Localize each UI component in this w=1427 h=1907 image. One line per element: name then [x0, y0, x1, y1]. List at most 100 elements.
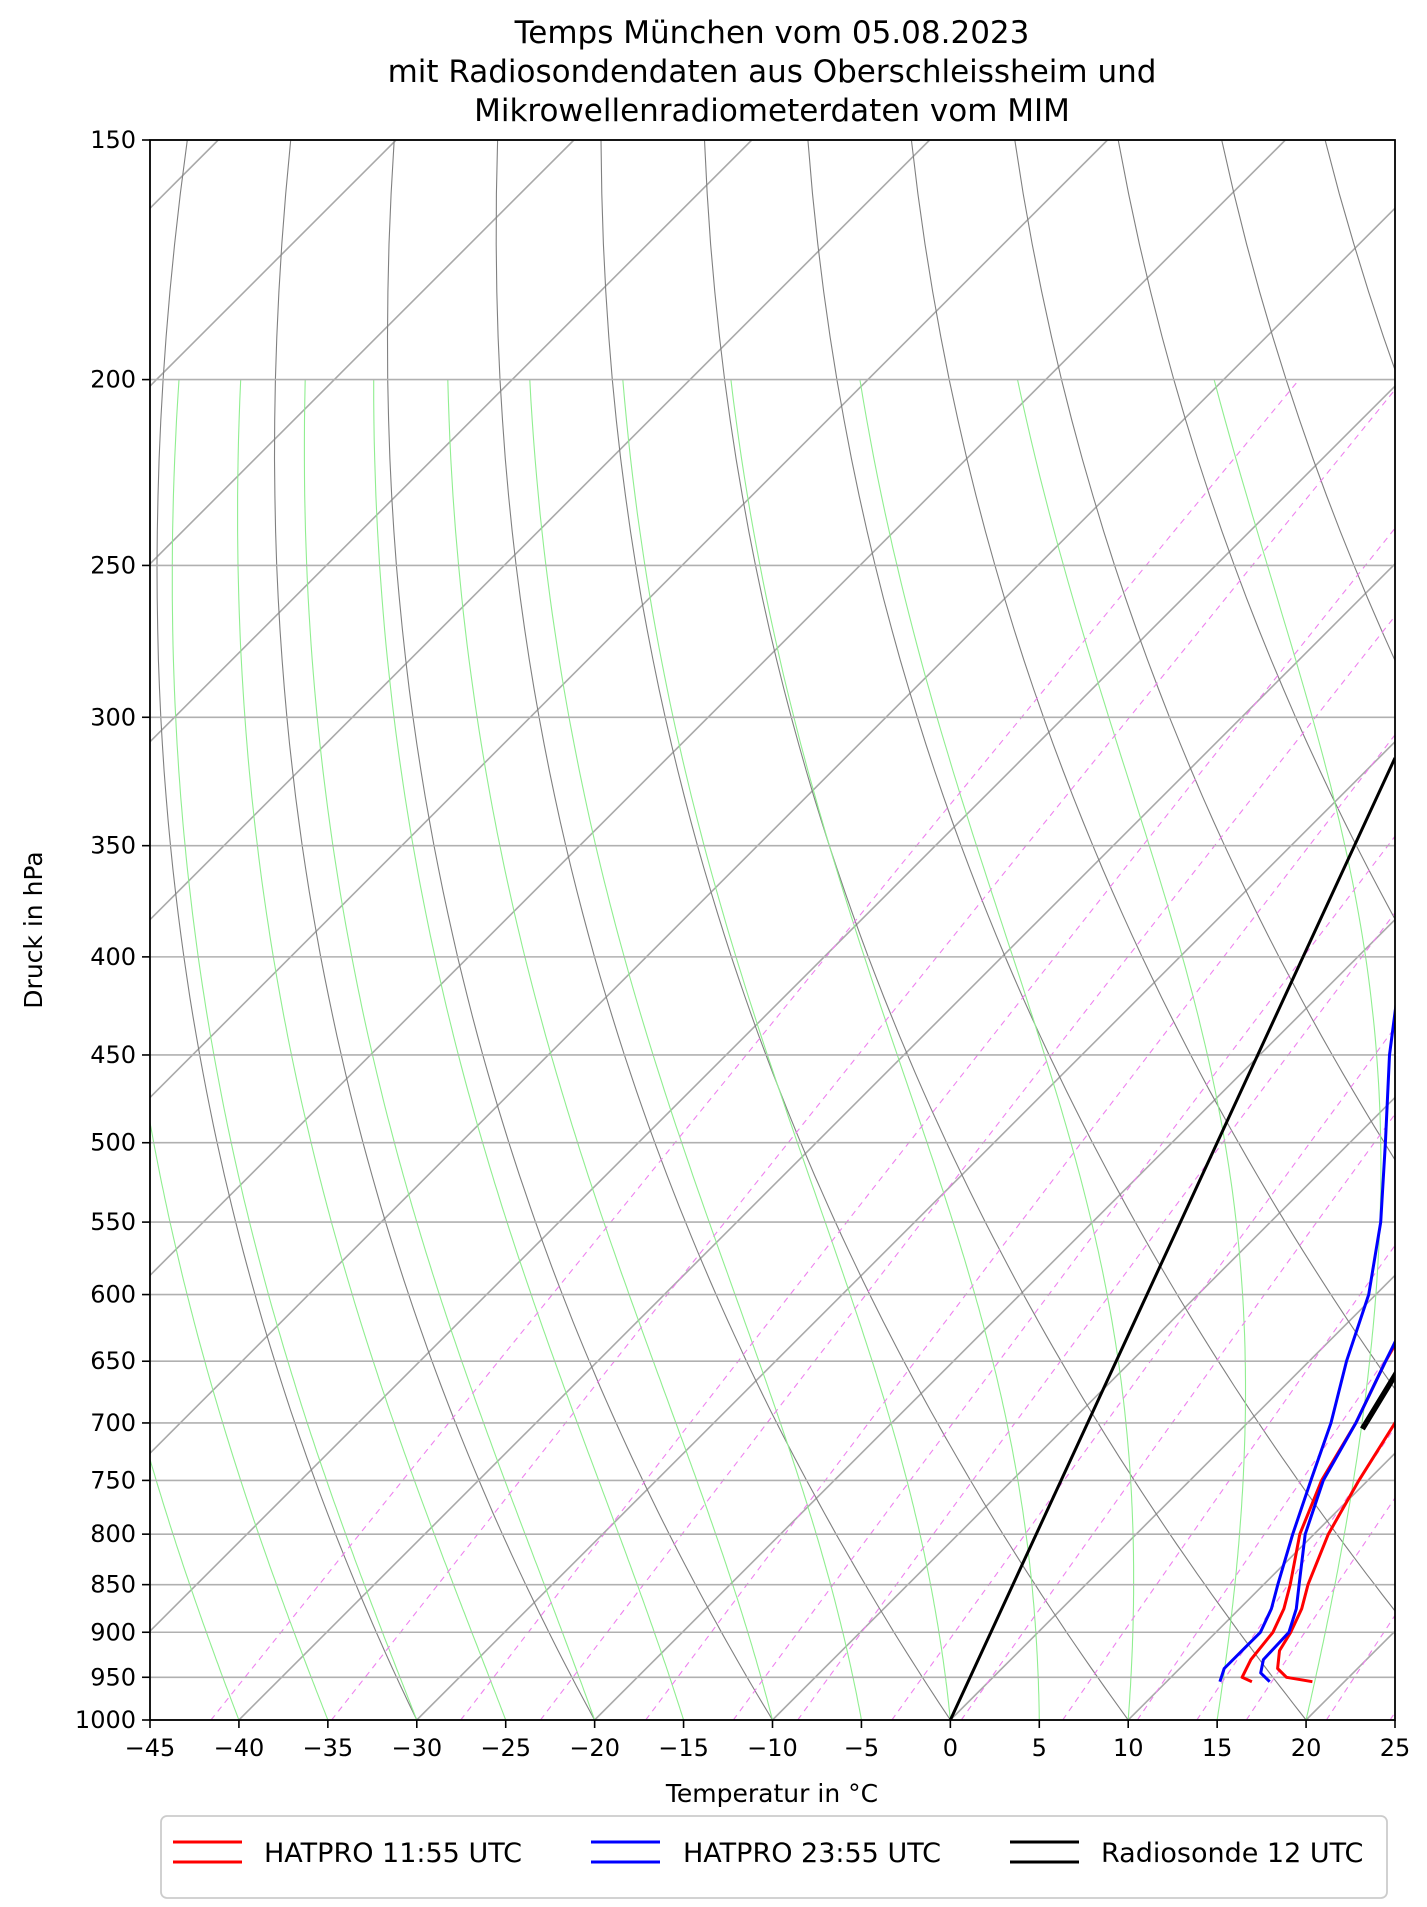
- moist-adiabat-line: [150, 1457, 240, 1720]
- mixing-ratio-line: [960, 1113, 1395, 1720]
- y-tick-label: 1000: [75, 1706, 136, 1734]
- isotherm-line: [150, 140, 1286, 1277]
- reference-line: [948, 757, 1395, 1720]
- isotherm-line: [771, 1096, 1395, 1720]
- moist-adiabat-line: [622, 379, 951, 1720]
- legend-box: [160, 1815, 1388, 1899]
- isotherm-line: [150, 207, 1395, 1455]
- mixing-ratio-line: [797, 911, 1395, 1720]
- series-line-0-temperature: [1276, 1419, 1395, 1684]
- isotherm-line: [949, 1274, 1395, 1720]
- moist-adiabat-line: [529, 379, 862, 1720]
- x-axis-label: Temperatur in °C: [665, 1779, 878, 1808]
- x-tick-label: 5: [1032, 1734, 1047, 1762]
- dry-adiabat-line: [600, 140, 1129, 1720]
- isotherm-line: [150, 384, 1395, 1633]
- y-tick-label: 900: [90, 1618, 136, 1646]
- background-lines: [150, 140, 1395, 1720]
- moist-adiabat-line: [859, 379, 1135, 1720]
- y-tick-label: 400: [90, 943, 136, 971]
- moist-adiabat-line: [303, 379, 596, 1720]
- dry-adiabat-line: [1221, 140, 1395, 662]
- moist-adiabat-line: [1016, 379, 1247, 1720]
- x-tick-label: 15: [1202, 1734, 1233, 1762]
- y-tick-label: 450: [90, 1041, 136, 1069]
- isotherm-line: [150, 140, 931, 921]
- x-tick-label: 20: [1291, 1734, 1322, 1762]
- x-tick-label: 10: [1113, 1734, 1144, 1762]
- x-tick-label: −30: [391, 1734, 442, 1762]
- chart-title-line-1: Temps München vom 05.08.2023: [514, 15, 1030, 51]
- y-tick-label: 850: [90, 1571, 136, 1599]
- x-tick-label: −15: [658, 1734, 709, 1762]
- dry-adiabat-line: [1117, 140, 1395, 921]
- dry-adiabat-line: [273, 140, 596, 1720]
- x-axis-label-text: Temperatur in: [665, 1779, 840, 1808]
- moist-adiabat-line: [171, 379, 418, 1720]
- y-tick-label: 250: [90, 551, 136, 579]
- moist-adiabat-line: [373, 379, 685, 1720]
- y-tick-label: 300: [90, 703, 136, 731]
- isotherm-line: [416, 740, 1395, 1720]
- y-tick-label: 500: [90, 1129, 136, 1157]
- legend-entry-radiosonde: Radiosonde 12 UTC: [1010, 1838, 1363, 1869]
- isotherm-line: [1127, 1452, 1395, 1720]
- isotherm-line: [150, 140, 575, 566]
- x-tick-label: 0: [943, 1734, 958, 1762]
- isotherm-line: [594, 918, 1395, 1720]
- y-axis-ticks: 150 200 250 300 350 400 450 500 550 600 650 700 750 8…: [75, 126, 150, 1734]
- dry-adiabat-line: [807, 140, 1395, 1612]
- y-tick-label: 750: [90, 1466, 136, 1494]
- legend-label-hatpro-1155: HATPRO 11:55 UTC: [264, 1838, 522, 1869]
- pressure-gridlines: [150, 139, 1395, 1721]
- mixing-ratio-line: [540, 615, 1395, 1720]
- legend-label-hatpro-2355: HATPRO 23:55 UTC: [683, 1838, 941, 1869]
- x-tick-label: −40: [214, 1734, 265, 1762]
- y-axis-label: Druck in hPa: [19, 851, 48, 1008]
- y-tick-label: 800: [90, 1520, 136, 1548]
- dry-adiabat-line: [703, 140, 1307, 1720]
- y-tick-label: 700: [90, 1409, 136, 1437]
- dry-adiabat-line: [495, 140, 951, 1720]
- x-axis-label-unit: °C: [848, 1779, 878, 1808]
- x-tick-label: −5: [844, 1734, 879, 1762]
- mixing-ratio-line: [1136, 1344, 1395, 1720]
- mixing-ratio-line: [460, 527, 1395, 1720]
- isotherm-line: [150, 140, 1109, 1099]
- mixing-ratio-line: [331, 388, 1395, 1720]
- chart-title-line-3: Mikrowellenradiometerdaten vom MIM: [474, 93, 1070, 129]
- y-tick-label: 600: [90, 1281, 136, 1309]
- y-tick-label: 200: [90, 366, 136, 394]
- y-tick-label: 150: [90, 126, 136, 154]
- x-axis-ticks: −45 −40 −35 −30 −25 −20 −15 −10 −5 0 5 10 15 20 25: [125, 1720, 1411, 1762]
- series-line-3-dewpoint: [1218, 1000, 1395, 1683]
- dry-adiabat-line: [1014, 140, 1395, 1161]
- mixing-ratio-line: [891, 1026, 1395, 1720]
- y-tick-label: 350: [90, 832, 136, 860]
- moist-adiabat-line: [1394, 1717, 1395, 1720]
- mixing-ratio-line: [732, 835, 1395, 1720]
- x-tick-label: −35: [303, 1734, 354, 1762]
- mixing-ratio-line: [1196, 1426, 1395, 1720]
- data-series: [948, 757, 1395, 1720]
- y-tick-label: 650: [90, 1347, 136, 1375]
- dry-adiabat-line: [156, 140, 418, 1720]
- x-tick-label: −25: [480, 1734, 531, 1762]
- dry-adiabat-line: [1324, 140, 1395, 372]
- legend: HATPRO 11:55 UTC HATPRO 23:55 UTC Radios…: [160, 1815, 1388, 1899]
- legend-entry-hatpro-1155: HATPRO 11:55 UTC: [173, 1838, 522, 1869]
- isotherm-line: [238, 562, 1395, 1720]
- series-line-2-temperature: [1259, 1338, 1395, 1683]
- x-tick-label: 25: [1380, 1734, 1411, 1762]
- moist-adiabat-line: [447, 379, 774, 1720]
- mixing-ratio-line: [1062, 1244, 1395, 1720]
- legend-entry-hatpro-2355: HATPRO 23:55 UTC: [591, 1838, 941, 1869]
- x-tick-label: −45: [125, 1734, 176, 1762]
- mixing-ratio-line: [1245, 1496, 1395, 1720]
- legend-label-radiosonde: Radiosonde 12 UTC: [1101, 1838, 1363, 1869]
- mixing-ratio-line: [210, 379, 1300, 1720]
- y-tick-label: 950: [90, 1663, 136, 1691]
- y-tick-label: 550: [90, 1208, 136, 1236]
- isotherm-line: [1305, 1629, 1395, 1720]
